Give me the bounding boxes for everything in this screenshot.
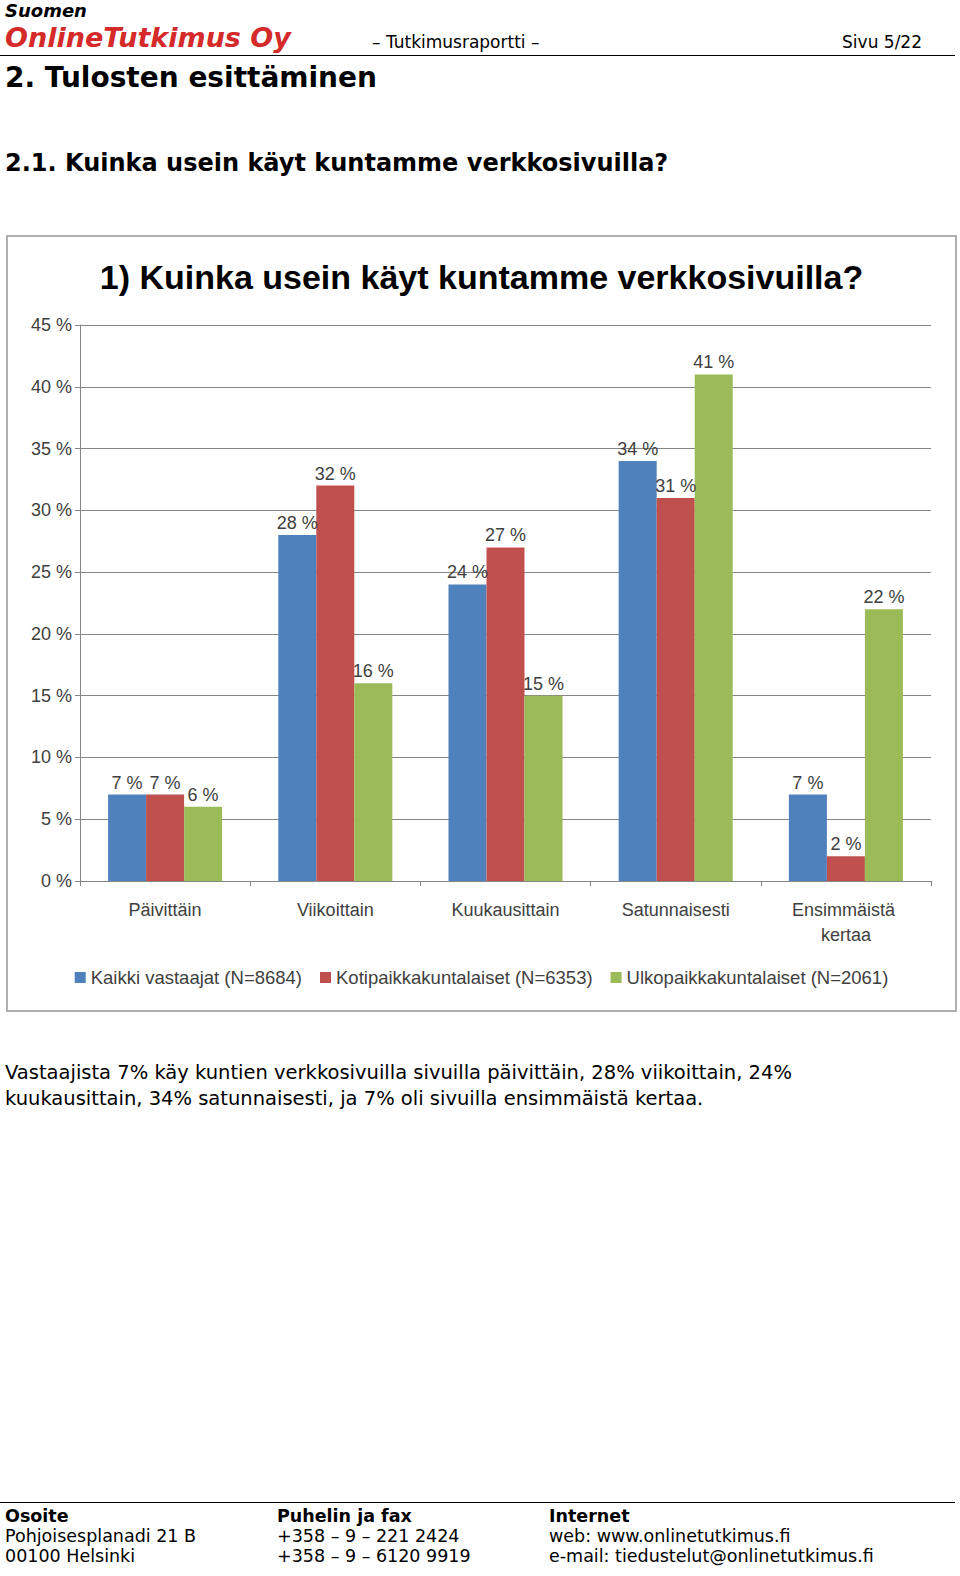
- svg-text:15 %: 15 %: [31, 686, 72, 706]
- svg-text:32 %: 32 %: [315, 464, 356, 484]
- svg-text:45 %: 45 %: [31, 315, 72, 335]
- svg-text:35 %: 35 %: [31, 439, 72, 459]
- svg-text:27 %: 27 %: [485, 525, 526, 545]
- svg-text:Satunnaisesti: Satunnaisesti: [622, 900, 730, 920]
- html-text:+358 – 9 – 221 2424: +358 – 9 – 221 2424: [277, 1526, 460, 1546]
- svg-text:7 %: 7 %: [792, 773, 823, 793]
- svg-text:0 %: 0 %: [41, 871, 72, 891]
- html-text:Puhelin ja fax: Puhelin ja fax: [277, 1506, 412, 1526]
- svg-text:24 %: 24 %: [447, 562, 488, 582]
- svg-text:34 %: 34 %: [617, 439, 658, 459]
- html-text:OnlineTutkimus Oy: OnlineTutkimus Oy: [5, 22, 291, 53]
- svg-text:5 %: 5 %: [41, 809, 72, 829]
- html-text:Sivu 5/22: Sivu 5/22: [842, 32, 922, 52]
- html-text:Internet: Internet: [549, 1506, 630, 1526]
- svg-text:Kaikki vastaajat (N=8684): Kaikki vastaajat (N=8684): [91, 967, 302, 988]
- svg-text:Ensimmäistä: Ensimmäistä: [792, 900, 900, 920]
- svg-text:15 %: 15 %: [523, 674, 564, 694]
- html-text:Osoite: Osoite: [5, 1506, 69, 1526]
- svg-text:7 %: 7 %: [112, 773, 143, 793]
- svg-text:2 %: 2 %: [830, 834, 861, 854]
- html-text:– Tutkimusraportti –: – Tutkimusraportti –: [372, 32, 540, 52]
- svg-text:Kuukausittain: Kuukausittain: [451, 900, 559, 920]
- html-text:2. Tulosten esittäminen: 2. Tulosten esittäminen: [5, 61, 377, 94]
- svg-text:10 %: 10 %: [31, 747, 72, 767]
- html-text:web: www.onlinetutkimus.fi: web: www.onlinetutkimus.fi: [549, 1526, 791, 1546]
- html-text:Suomen: Suomen: [5, 0, 87, 21]
- svg-text:6 %: 6 %: [188, 785, 219, 805]
- html-text:00100 Helsinki: 00100 Helsinki: [5, 1546, 136, 1566]
- svg-text:40 %: 40 %: [31, 377, 72, 397]
- svg-text:1) Kuinka usein käyt kuntamme: 1) Kuinka usein käyt kuntamme verkkosivu…: [100, 258, 863, 296]
- svg-text:22 %: 22 %: [863, 587, 904, 607]
- svg-text:20 %: 20 %: [31, 624, 72, 644]
- svg-text:Päivittäin: Päivittäin: [129, 900, 202, 920]
- html-text:kuukausittain, 34% satunnaises: kuukausittain, 34% satunnaisesti, ja 7% …: [5, 1087, 704, 1110]
- svg-text:41 %: 41 %: [693, 352, 734, 372]
- html-text:e-mail: tiedustelut@onlinetutk: e-mail: tiedustelut@onlinetutkimus.fi: [549, 1546, 874, 1566]
- svg-text:Kotipaikkakuntalaiset (N=6353): Kotipaikkakuntalaiset (N=6353): [336, 967, 593, 988]
- svg-text:28 %: 28 %: [277, 513, 318, 533]
- html-text:+358 – 9 – 6120 9919: +358 – 9 – 6120 9919: [277, 1546, 471, 1566]
- svg-text:Ulkopaikkakuntalaiset (N=2061): Ulkopaikkakuntalaiset (N=2061): [627, 967, 889, 988]
- svg-text:30 %: 30 %: [31, 500, 72, 520]
- html-text:Pohjoisesplanadi 21 B: Pohjoisesplanadi 21 B: [5, 1526, 196, 1546]
- svg-text:kertaa: kertaa: [821, 925, 872, 945]
- svg-text:Viikoittain: Viikoittain: [297, 900, 374, 920]
- svg-text:16 %: 16 %: [353, 661, 394, 681]
- html-text:Vastaajista 7% käy kuntien ver: Vastaajista 7% käy kuntien verkkosivuill…: [5, 1061, 792, 1084]
- svg-text:31 %: 31 %: [655, 476, 696, 496]
- svg-text:7 %: 7 %: [150, 773, 181, 793]
- html-text:2.1. Kuinka usein käyt kuntamm: 2.1. Kuinka usein käyt kuntamme verkkosi…: [5, 149, 669, 177]
- svg-text:25 %: 25 %: [31, 562, 72, 582]
